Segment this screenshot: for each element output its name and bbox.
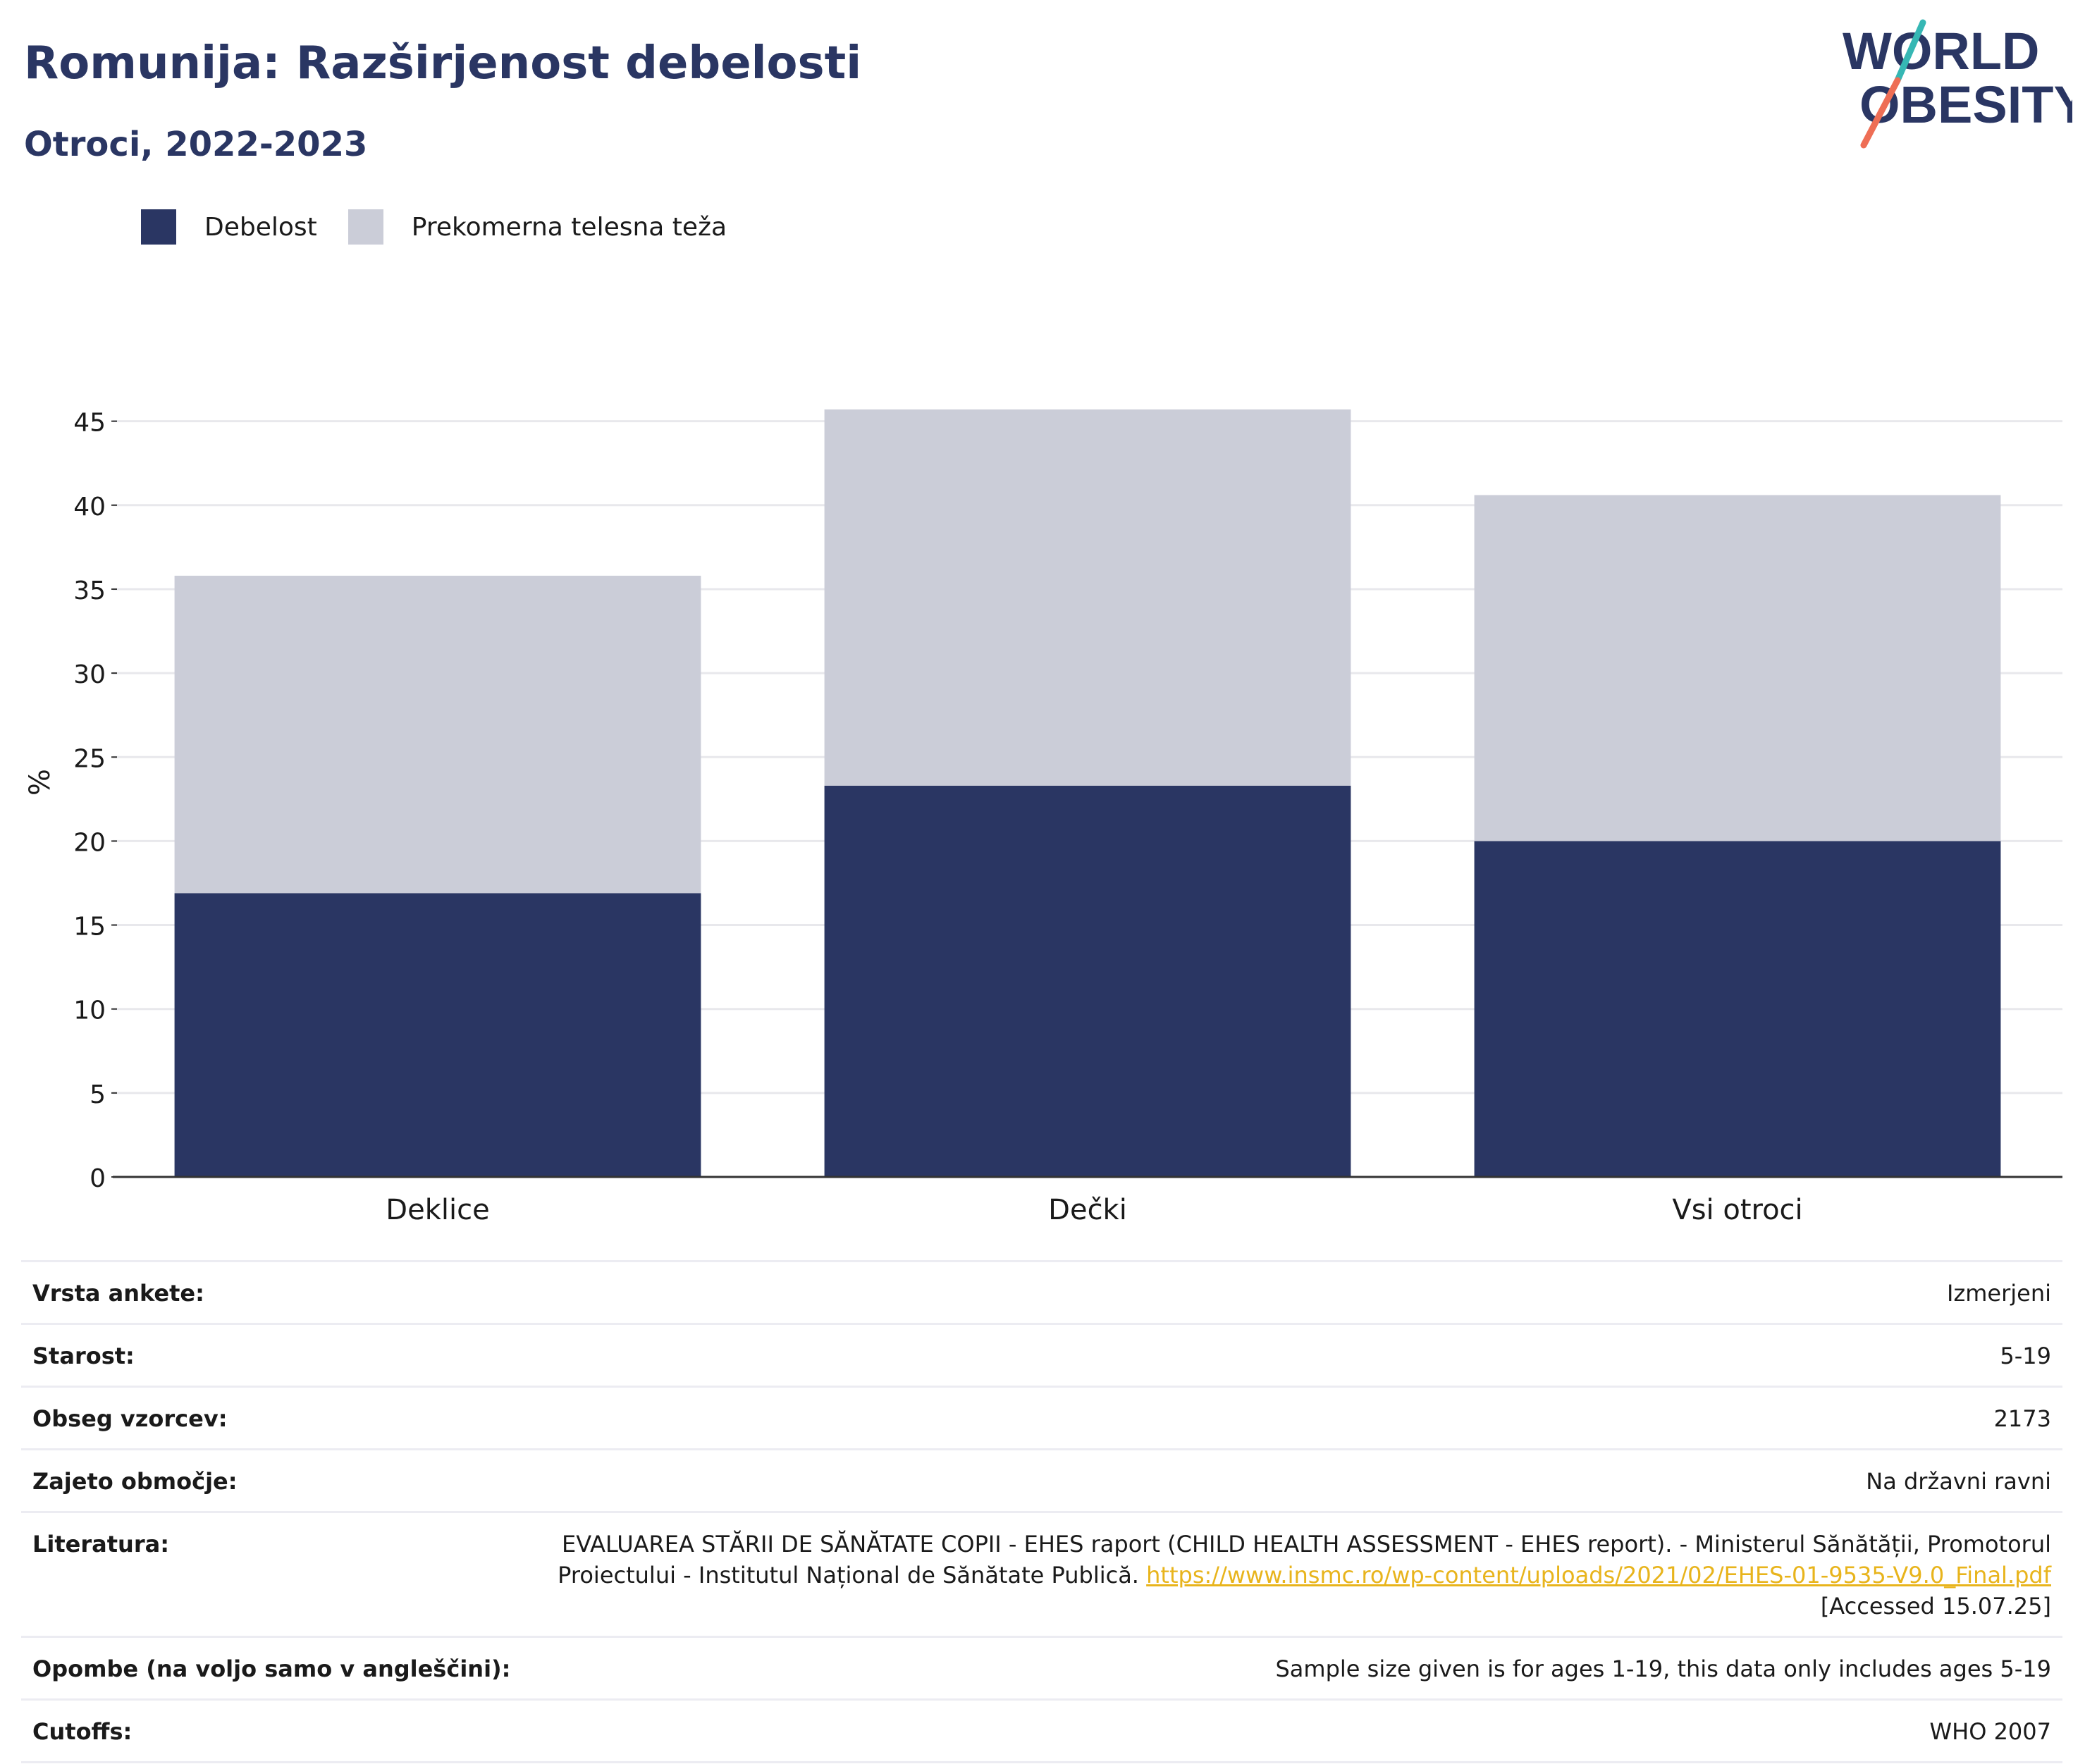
x-tick-label: Dečki <box>1048 1194 1127 1226</box>
reference-accessed: [Accessed 15.07.25] <box>1820 1593 2051 1620</box>
info-value: Izmerjeni <box>1947 1280 2051 1307</box>
y-tick-label: 25 <box>73 744 106 773</box>
y-tick-label: 20 <box>73 828 106 857</box>
logo-word-2: OBESITY <box>1859 75 2072 134</box>
legend-item-debelost[interactable]: Debelost <box>141 209 317 245</box>
legend-label-prekomerna: Prekomerna telesna teža <box>411 212 727 242</box>
y-axis-label: % <box>24 769 56 796</box>
info-key: Starost: <box>32 1343 135 1369</box>
legend-item-prekomerna[interactable]: Prekomerna telesna teža <box>348 209 727 245</box>
logo-slash-top <box>1894 19 1926 84</box>
axes: 0 5 10 15 20 25 30 35 40 45% Deklice Dečki Vsi otroc… <box>24 409 2062 1226</box>
info-value: 5-19 <box>2000 1343 2051 1369</box>
info-value: WHO 2007 <box>1929 1718 2052 1745</box>
legend-swatch-prekomerna <box>348 209 383 245</box>
bar-chart: 0 5 10 15 20 25 30 35 40 45% Deklice Dečki Vsi otroc… <box>24 409 2062 1226</box>
info-row: Zajeto območje: Na državni ravni <box>21 1448 2062 1511</box>
info-row: Vrsta ankete: Izmerjeni <box>21 1260 2062 1323</box>
info-row: Obseg vzorcev: 2173 <box>21 1386 2062 1448</box>
logo-word-1: WORLD <box>1843 22 2040 80</box>
y-tick-label: 5 <box>90 1080 106 1109</box>
bar-debelost-0 <box>174 893 701 1177</box>
y-tick-label: 30 <box>73 660 106 689</box>
bar-prekomerna-1 <box>824 409 1351 786</box>
info-key: Literatura: <box>32 1531 169 1558</box>
info-value: EVALUAREA STĂRII DE SĂNĂTATE COPII - EHE… <box>500 1529 2051 1622</box>
y-tick-label: 45 <box>73 409 106 438</box>
info-value: Sample size given is for ages 1-19, this… <box>1275 1655 2051 1682</box>
info-value: 2173 <box>1993 1405 2051 1432</box>
y-tick-label: 0 <box>90 1164 106 1193</box>
info-key: Opombe (na voljo samo v angleščini): <box>32 1655 511 1682</box>
x-tick-label: Vsi otroci <box>1672 1194 1802 1226</box>
bar-prekomerna-2 <box>1474 495 2001 841</box>
info-table: Vrsta ankete: Izmerjeni Starost: 5-19 Obseg … <box>21 1260 2062 1763</box>
x-tick-label: Deklice <box>386 1194 489 1226</box>
info-value: Na državni ravni <box>1866 1468 2051 1495</box>
y-tick-label: 10 <box>73 997 106 1025</box>
legend-swatch-debelost <box>141 209 176 245</box>
legend-label-debelost: Debelost <box>204 212 317 242</box>
y-tick-label: 40 <box>73 493 106 522</box>
chart-subtitle: Otroci, 2022-2023 <box>24 125 368 164</box>
logo-slash-bottom <box>1860 77 1901 149</box>
y-tick-label: 15 <box>73 913 106 942</box>
bars <box>174 409 2001 1177</box>
bar-prekomerna-0 <box>174 575 701 894</box>
info-key: Obseg vzorcev: <box>32 1405 228 1432</box>
info-key: Vrsta ankete: <box>32 1280 204 1307</box>
info-row: Literatura: EVALUAREA STĂRII DE SĂNĂTATE … <box>21 1511 2062 1636</box>
info-row: Cutoffs: WHO 2007 <box>21 1698 2062 1763</box>
y-tick-label: 35 <box>73 576 106 605</box>
info-row: Starost: 5-19 <box>21 1323 2062 1386</box>
bar-debelost-1 <box>824 785 1351 1177</box>
bar-debelost-2 <box>1474 841 2001 1177</box>
info-key: Zajeto območje: <box>32 1468 238 1495</box>
info-row: Opombe (na voljo samo v angleščini): Samp… <box>21 1636 2062 1698</box>
reference-text: EVALUAREA STĂRII DE SĂNĂTATE COPII - EHE… <box>558 1531 2051 1589</box>
world-obesity-logo: WORLD OBESITY <box>1843 19 2072 149</box>
reference-link[interactable]: https://www.insmc.ro/wp-content/uploads/… <box>1146 1562 2051 1589</box>
chart-legend: Debelost Prekomerna telesna teža <box>141 209 758 245</box>
chart-title: Romunija: Razširjenost debelosti <box>24 37 862 90</box>
info-key: Cutoffs: <box>32 1718 133 1745</box>
